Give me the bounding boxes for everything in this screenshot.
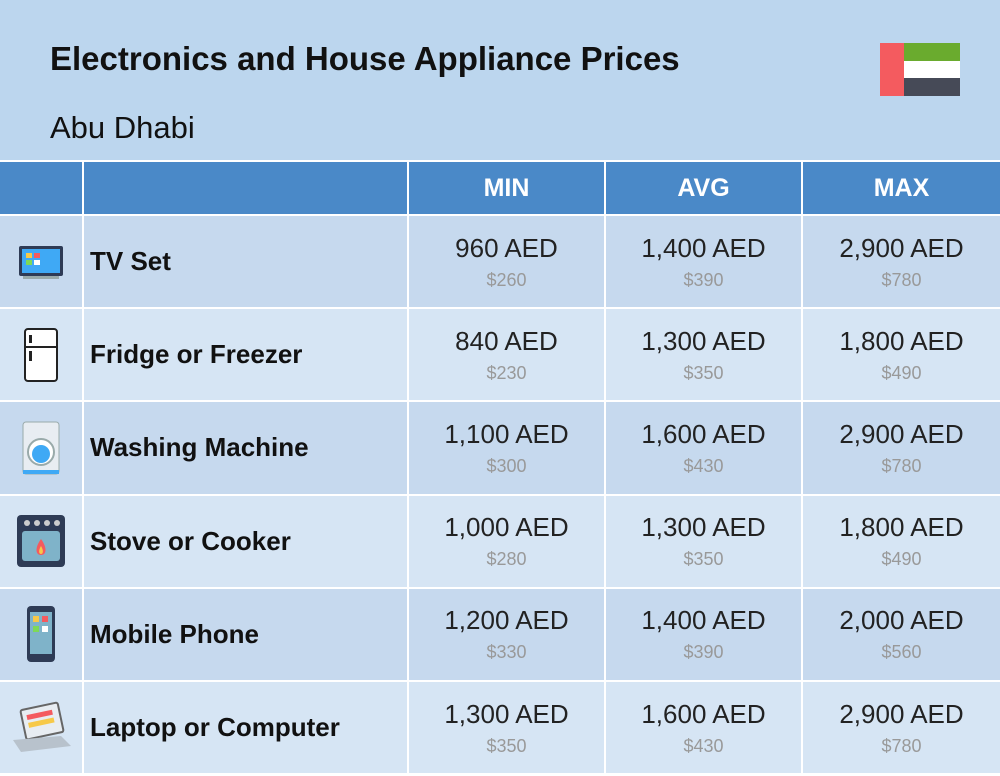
header-cell: [84, 162, 407, 214]
item-name: TV Set: [84, 216, 407, 308]
item-icon: [13, 701, 71, 752]
header-band: [0, 0, 1000, 160]
item-name: Washing Machine: [84, 402, 407, 494]
price-cell: 2,900 AED $780: [803, 402, 1000, 494]
price-local: 1,000 AED: [444, 512, 569, 543]
price-cell: 1,300 AED $350: [606, 309, 801, 401]
price-usd: $330: [486, 642, 527, 663]
price-local: 840 AED: [455, 325, 558, 356]
price-usd: $280: [486, 549, 527, 570]
item-name: Mobile Phone: [84, 588, 407, 680]
item-name: Fridge or Freezer: [84, 309, 407, 401]
subtitle: Abu Dhabi: [50, 110, 195, 145]
price-cell: 1,300 AED $350: [606, 495, 801, 587]
column-header: MIN: [409, 162, 604, 214]
item-name: Laptop or Computer: [84, 682, 407, 774]
price-usd: $780: [881, 455, 922, 476]
icon-cell: [0, 682, 82, 774]
column-header: MAX: [803, 162, 1000, 214]
price-local: 1,800 AED: [839, 512, 964, 543]
price-local: 2,000 AED: [839, 605, 964, 636]
price-local: 1,800 AED: [839, 325, 964, 356]
price-local: 1,600 AED: [641, 418, 766, 449]
price-usd: $350: [683, 549, 724, 570]
price-usd: $350: [486, 735, 527, 756]
item-icon: [24, 327, 58, 382]
price-cell: 1,400 AED $390: [606, 216, 801, 308]
price-usd: $430: [683, 455, 724, 476]
price-local: 1,300 AED: [641, 325, 766, 356]
price-local: 1,300 AED: [641, 512, 766, 543]
price-local: 1,100 AED: [444, 418, 569, 449]
column-header: AVG: [606, 162, 801, 214]
price-cell: 1,100 AED $300: [409, 402, 604, 494]
price-usd: $560: [881, 642, 922, 663]
price-local: 1,300 AED: [444, 698, 569, 729]
price-local: 1,600 AED: [641, 698, 766, 729]
flag: [880, 43, 960, 96]
price-local: 2,900 AED: [839, 232, 964, 263]
price-cell: 1,000 AED $280: [409, 495, 604, 587]
price-local: 960 AED: [455, 232, 558, 263]
price-cell: 2,900 AED $780: [803, 682, 1000, 774]
price-usd: $230: [486, 362, 527, 383]
header-cell: [0, 162, 82, 214]
price-cell: 1,600 AED $430: [606, 682, 801, 774]
price-cell: 1,200 AED $330: [409, 588, 604, 680]
price-usd: $350: [683, 362, 724, 383]
price-local: 2,900 AED: [839, 418, 964, 449]
price-usd: $260: [486, 269, 527, 290]
title: Electronics and House Appliance Prices: [50, 40, 680, 77]
icon-cell: [0, 309, 82, 401]
price-cell: 1,300 AED $350: [409, 682, 604, 774]
icon-cell: [0, 216, 82, 308]
price-cell: 840 AED $230: [409, 309, 604, 401]
price-cell: 2,900 AED $780: [803, 216, 1000, 308]
price-local: 1,200 AED: [444, 605, 569, 636]
item-icon: [17, 515, 65, 568]
price-local: 1,400 AED: [641, 232, 766, 263]
price-cell: 1,800 AED $490: [803, 495, 1000, 587]
price-cell: 2,000 AED $560: [803, 588, 1000, 680]
price-cell: 1,600 AED $430: [606, 402, 801, 494]
price-usd: $430: [683, 735, 724, 756]
price-cell: 1,400 AED $390: [606, 588, 801, 680]
item-icon: [19, 245, 63, 279]
item-icon: [22, 421, 60, 475]
price-usd: $390: [683, 642, 724, 663]
price-usd: $490: [881, 362, 922, 383]
price-cell: 1,800 AED $490: [803, 309, 1000, 401]
item-name: Stove or Cooker: [84, 495, 407, 587]
price-usd: $490: [881, 549, 922, 570]
icon-cell: [0, 588, 82, 680]
price-usd: $780: [881, 269, 922, 290]
item-icon: [27, 606, 55, 663]
price-usd: $390: [683, 269, 724, 290]
price-local: 1,400 AED: [641, 605, 766, 636]
icon-cell: [0, 402, 82, 494]
price-local: 2,900 AED: [839, 698, 964, 729]
icon-cell: [0, 495, 82, 587]
price-cell: 960 AED $260: [409, 216, 604, 308]
price-usd: $780: [881, 735, 922, 756]
price-usd: $300: [486, 455, 527, 476]
